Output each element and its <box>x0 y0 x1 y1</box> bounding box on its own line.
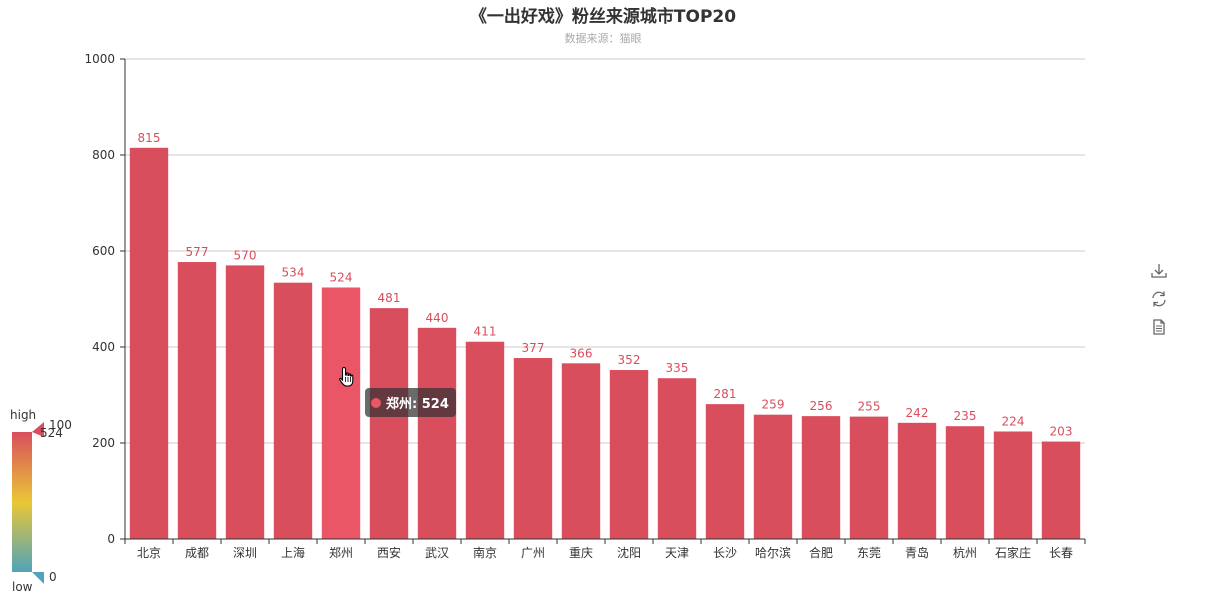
x-tick-label: 深圳 <box>233 546 257 560</box>
bar[interactable] <box>225 265 265 539</box>
refresh-icon[interactable] <box>1150 290 1168 308</box>
x-tick-label: 郑州 <box>329 545 353 560</box>
data-label: 570 <box>234 248 257 262</box>
x-tick-label: 武汉 <box>425 546 449 560</box>
axes: 0 200 400 600 800 1000 北京 成都 深圳 上海 郑州 西安 武汉 南京 广州 重庆 沈阳 天… <box>84 52 1086 560</box>
tooltip: 郑州: 524 <box>365 388 456 417</box>
x-tick-label: 青岛 <box>905 545 929 560</box>
y-tick-label: 800 <box>92 148 115 162</box>
bar[interactable] <box>273 282 313 539</box>
visual-map-top-handle[interactable] <box>32 422 44 437</box>
download-icon[interactable] <box>1150 262 1168 280</box>
visual-map-high-text: high <box>10 408 37 422</box>
data-label: 224 <box>1002 414 1025 428</box>
bar[interactable] <box>945 426 985 539</box>
data-label: 377 <box>522 341 545 355</box>
tooltip-marker-icon <box>371 397 381 408</box>
x-tick-label: 杭州 <box>953 545 977 560</box>
bar[interactable] <box>321 287 361 539</box>
bar[interactable] <box>609 370 649 539</box>
data-label: 440 <box>426 311 449 325</box>
visual-map[interactable] <box>12 422 44 584</box>
x-tick-label: 南京 <box>473 545 497 560</box>
bar[interactable] <box>849 416 889 539</box>
bar[interactable] <box>1041 441 1081 539</box>
y-tick-label: 1000 <box>84 52 115 66</box>
x-tick-label: 广州 <box>521 546 545 560</box>
bar[interactable] <box>177 262 217 539</box>
bar[interactable] <box>369 308 409 539</box>
data-label: 203 <box>1050 425 1073 439</box>
x-tick-label: 长春 <box>1049 546 1073 560</box>
x-tick-label: 成都 <box>185 546 209 560</box>
data-label: 524 <box>330 270 353 284</box>
bar[interactable] <box>657 378 697 539</box>
bar[interactable] <box>801 416 841 539</box>
toolbox <box>1150 262 1170 346</box>
data-label: 235 <box>954 409 977 423</box>
visual-map-max-label: 100 <box>49 418 72 432</box>
visual-map-low-text: low <box>12 580 33 594</box>
y-tick-label: 200 <box>92 436 115 450</box>
grid-lines <box>125 58 1085 444</box>
visual-map-bottom-handle[interactable] <box>32 572 44 584</box>
chart-title: 《一出好戏》粉丝来源城市TOP20 <box>469 7 737 27</box>
y-tick-label: 0 <box>107 532 115 546</box>
data-label: 281 <box>714 387 737 401</box>
y-tick-label: 400 <box>92 340 115 354</box>
data-label: 256 <box>810 399 833 413</box>
visual-map-handle-value: 524 <box>40 426 63 440</box>
data-label: 352 <box>618 353 641 367</box>
bars <box>129 147 1081 540</box>
data-label: 815 <box>138 131 161 145</box>
hand-cursor-icon <box>339 366 354 387</box>
data-label: 534 <box>282 266 305 280</box>
data-label: 242 <box>906 406 929 420</box>
x-tick-label: 沈阳 <box>617 545 641 560</box>
visual-map-gradient-bar[interactable] <box>12 432 32 572</box>
x-tick-label: 长沙 <box>713 546 737 560</box>
chart-subtitle: 数据来源：猫眼 <box>564 32 642 45</box>
document-icon[interactable] <box>1150 318 1168 336</box>
x-tick-label: 石家庄 <box>995 545 1031 560</box>
x-tick-label: 西安 <box>377 545 401 560</box>
visual-map-min-label: 0 <box>49 570 57 584</box>
bar[interactable] <box>993 431 1033 539</box>
bar[interactable] <box>753 414 793 539</box>
data-label: 577 <box>186 245 209 259</box>
bar[interactable] <box>465 341 505 539</box>
data-label: 411 <box>474 325 497 339</box>
data-label: 259 <box>762 398 785 412</box>
data-label: 255 <box>858 400 881 414</box>
bar[interactable] <box>417 327 457 539</box>
y-tick-label: 600 <box>92 244 115 258</box>
data-label: 335 <box>666 361 689 375</box>
bar[interactable] <box>705 404 745 539</box>
x-tick-label: 合肥 <box>809 545 833 560</box>
bar[interactable] <box>513 358 553 539</box>
tooltip-label: 郑州: 524 <box>386 397 449 412</box>
x-tick-label: 北京 <box>137 546 161 560</box>
data-label: 481 <box>378 291 401 305</box>
bar[interactable] <box>561 363 601 539</box>
x-tick-label: 上海 <box>281 545 305 560</box>
bar[interactable] <box>897 422 937 539</box>
x-tick-label: 哈尔滨 <box>755 545 791 560</box>
bar[interactable] <box>129 147 169 540</box>
x-tick-label: 东莞 <box>857 546 881 560</box>
x-tick-label: 重庆 <box>569 546 593 560</box>
x-tick-label: 天津 <box>665 546 689 560</box>
data-labels: 815 577 570 534 524 481 440 411 377 366 352 335 281 2… <box>138 131 1073 439</box>
data-label: 366 <box>570 346 593 360</box>
